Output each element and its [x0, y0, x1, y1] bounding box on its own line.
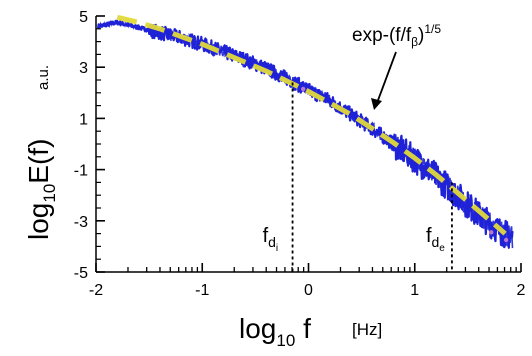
- series-data-tint-point: [489, 230, 494, 235]
- series-data-tint-point: [503, 237, 509, 243]
- annotation-sup: 1/5: [424, 22, 441, 36]
- series-data-noisy-overlay: [97, 19, 514, 249]
- svg-text:log10E(f): log10E(f): [23, 139, 59, 240]
- annotation-tail: ): [418, 25, 424, 46]
- y-tick-label: 1: [79, 111, 88, 128]
- y-unit-text: a.u.: [35, 65, 52, 90]
- series-data-noisy: [97, 19, 514, 249]
- y-label-sub: 10: [40, 184, 59, 203]
- y-tick-label: 5: [79, 9, 88, 26]
- x-label-base: log: [239, 313, 276, 344]
- y-axis-unit: a.u.: [35, 65, 52, 90]
- axes: [95, 16, 521, 273]
- tick-layer: -2 -1 0 1 2 5 3 1 -1 -3 -5: [74, 9, 526, 299]
- x-axis-label: log10 f: [239, 313, 311, 350]
- fit-annotation: exp-(f/fβ)1/5: [352, 22, 441, 49]
- x-tick-label: -1: [195, 282, 209, 299]
- series-data-tint-point: [300, 86, 306, 92]
- marker-layer: fdi fde: [263, 82, 453, 272]
- y-axis-label: log10E(f): [23, 139, 59, 240]
- x-tick-label: 0: [304, 282, 313, 299]
- annotation-main: exp-(f/f: [352, 25, 412, 46]
- y-tick-label: -1: [74, 163, 88, 180]
- x-tick-label: 1: [410, 282, 419, 299]
- x-tick-label: -2: [89, 282, 103, 299]
- y-tick-label: 3: [79, 60, 88, 77]
- annotation-arrow: [371, 51, 397, 110]
- x-tick-label: 2: [517, 282, 526, 299]
- marker-label-1: fde: [426, 225, 445, 254]
- x-label-sub: 10: [276, 331, 295, 350]
- x-label-main: f: [295, 313, 311, 344]
- y-tick-label: -5: [74, 265, 88, 282]
- annotation-sub: β: [411, 35, 418, 49]
- y-label-main: E(f): [23, 139, 54, 184]
- series-layer: [97, 14, 514, 249]
- series-fit-dashed: [116, 14, 507, 236]
- y-label-base: log: [23, 203, 54, 240]
- x-axis-unit: [Hz]: [352, 320, 382, 339]
- marker-label-0: fdi: [263, 225, 279, 254]
- y-tick-label: -3: [74, 214, 88, 231]
